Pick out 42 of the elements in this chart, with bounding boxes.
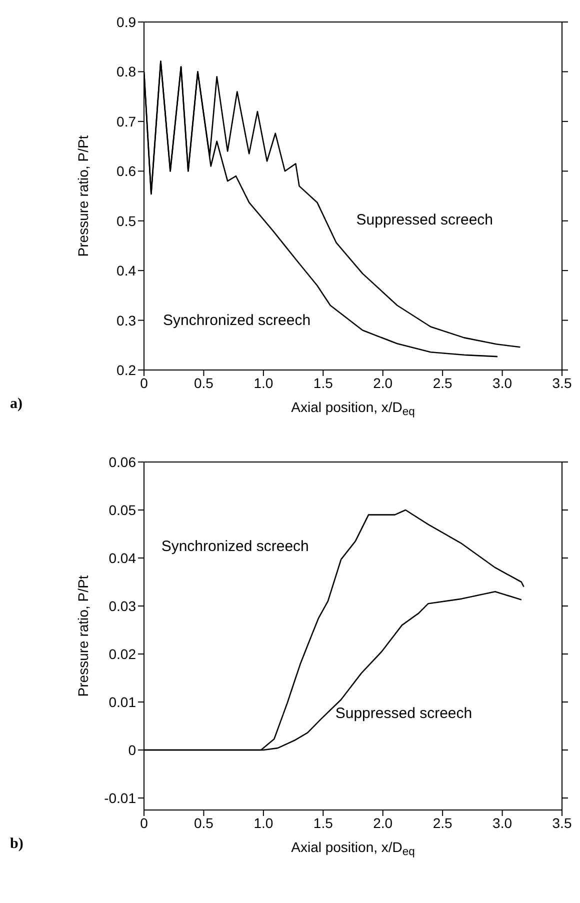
x-tick-label: 1.5 xyxy=(313,374,334,391)
x-tick-label: 0.5 xyxy=(194,814,214,831)
x-tick-label: 2.5 xyxy=(432,814,453,831)
y-tick-label: 0.02 xyxy=(108,646,136,662)
series-label: Suppressed screech xyxy=(356,212,494,229)
y-tick-label: 0.4 xyxy=(116,262,136,279)
text: Synchronized screech xyxy=(161,538,309,556)
x-tick-label: 2.0 xyxy=(373,374,393,391)
y-tick-label: 0.2 xyxy=(116,362,136,378)
x-tick-label: 2.0 xyxy=(373,814,393,831)
y-tick-label: 0.06 xyxy=(108,454,136,470)
y-tick-label: 0.8 xyxy=(116,64,136,80)
series-label: Suppressed screech xyxy=(335,705,472,722)
y-tick-label: 0.5 xyxy=(116,212,136,229)
y-tick-label: 0.01 xyxy=(108,694,136,710)
x-tick-label: 3.5 xyxy=(552,374,572,391)
text: a) xyxy=(10,396,22,412)
y-tick-label: 0.9 xyxy=(116,14,136,30)
x-tick-label: 1.0 xyxy=(254,374,274,391)
y-tick-label: 0 xyxy=(128,742,136,758)
y-axis-title: Pressure ratio, P/Pt xyxy=(75,135,91,257)
x-axis-title: Axial position, x/D$_{eq}$ xyxy=(291,399,415,418)
y-tick-label: 0.04 xyxy=(108,550,136,566)
x-tick-label: 0 xyxy=(140,814,148,831)
y-tick-label: 0.3 xyxy=(116,312,136,328)
x-tick-label: 1.0 xyxy=(254,814,274,831)
y-tick-label: -0.01 xyxy=(104,790,136,806)
y-tick-label: 0.05 xyxy=(108,502,136,518)
x-tick-label: 1.5 xyxy=(313,814,334,831)
text: b) xyxy=(10,836,24,852)
x-tick-label: 3.0 xyxy=(492,814,512,831)
x-tick-label: 2.5 xyxy=(432,374,453,391)
x-tick-label: 0 xyxy=(140,374,148,391)
y-tick-label: 0.7 xyxy=(116,113,136,130)
x-tick-label: 0.5 xyxy=(194,374,214,391)
series-label: Synchronized screech xyxy=(162,312,311,329)
x-tick-label: 3.0 xyxy=(492,374,512,391)
x-axis-title: Axial position, x/D$_{eq}$ xyxy=(291,839,415,858)
y-tick-label: 0.03 xyxy=(108,598,136,614)
x-tick-label: 3.5 xyxy=(552,814,572,831)
y-axis-title: Pressure ratio, P/Pt xyxy=(75,575,91,697)
y-tick-label: 0.6 xyxy=(116,163,136,180)
